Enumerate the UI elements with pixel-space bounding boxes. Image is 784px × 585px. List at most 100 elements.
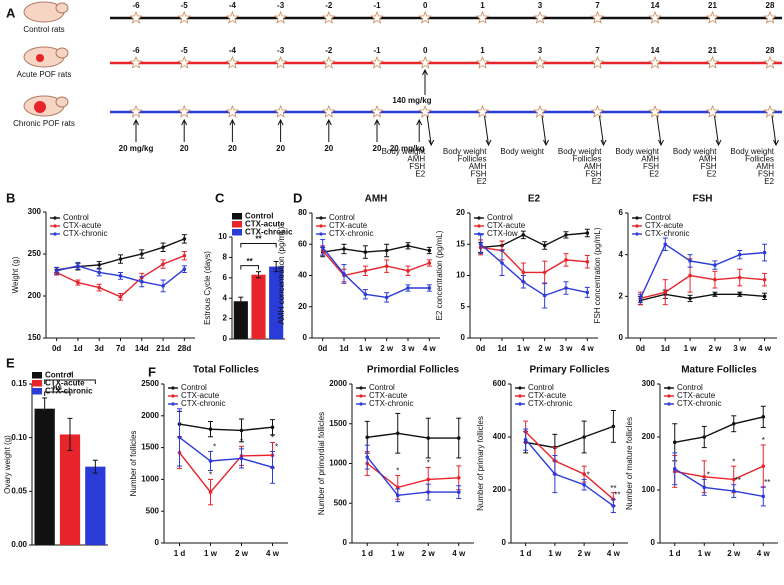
point	[426, 436, 431, 440]
legend-swatch	[635, 224, 639, 228]
dose-label: 20	[324, 144, 333, 153]
point	[702, 474, 707, 479]
legend-label: CTX-chronic	[63, 229, 107, 238]
panel-label: A	[6, 5, 16, 20]
point	[395, 493, 400, 498]
x-tick-label: 1 w	[548, 549, 562, 558]
point	[564, 286, 568, 290]
day-star	[763, 55, 777, 69]
point	[182, 267, 187, 271]
day-star	[533, 55, 547, 69]
y-axis-label: FSH concentration (pg/mL)	[593, 227, 602, 323]
day-label: -5	[181, 46, 189, 55]
y-tick-label: 0	[502, 538, 507, 547]
series-line	[178, 452, 273, 494]
measure-label: E2	[592, 177, 602, 186]
x-tick-label: 1 w	[517, 344, 531, 353]
legend-swatch	[319, 232, 323, 236]
point	[456, 436, 461, 440]
measure-label: E2	[415, 170, 425, 179]
arrow-head	[374, 118, 380, 126]
measure-label: Body weight	[730, 147, 774, 156]
point	[713, 292, 717, 297]
day-label: 1	[480, 1, 485, 10]
dose-label: 20 mg/kg	[119, 144, 154, 153]
measure-label: AMH	[407, 155, 425, 164]
day-label: 28	[766, 46, 775, 55]
day-label: 28	[766, 1, 775, 10]
point	[731, 421, 736, 426]
bracket	[44, 379, 96, 384]
x-tick-label: 0d	[636, 344, 645, 353]
y-tick-label: 1000	[141, 475, 159, 484]
legend-swatch	[32, 388, 42, 395]
day-label: 14	[651, 46, 660, 55]
day-label: 14	[651, 1, 660, 10]
legend-swatch	[171, 402, 175, 406]
y-axis-label: Estrous Cycle (days)	[203, 251, 212, 325]
dose-label: 20	[373, 144, 382, 153]
significance: *	[240, 437, 243, 446]
y-tick-label: 0	[651, 538, 656, 547]
x-tick-label: 7d	[116, 344, 125, 353]
day-label: -6	[132, 46, 140, 55]
day-star	[370, 55, 384, 69]
day-star	[273, 104, 288, 118]
measure-label: E2	[764, 177, 774, 186]
point	[76, 280, 80, 285]
legend-label: CTX-chronic	[181, 399, 225, 408]
legend-label: CTX-low	[487, 229, 518, 238]
significance: *	[213, 443, 216, 452]
day-star	[273, 55, 288, 69]
day-label: -5	[181, 1, 189, 10]
legend-swatch	[667, 386, 671, 390]
point	[363, 292, 368, 297]
series-line	[640, 293, 765, 302]
legend-swatch	[477, 224, 481, 228]
x-tick-label: 2 w	[708, 344, 722, 353]
point	[564, 233, 568, 237]
day-star	[225, 55, 240, 69]
point	[384, 295, 389, 300]
point	[762, 294, 767, 299]
significance: **	[610, 484, 616, 493]
series-line	[640, 274, 765, 300]
point	[406, 244, 410, 248]
x-tick-label: 1d	[339, 344, 348, 353]
point	[139, 252, 144, 256]
y-tick-label: 6	[619, 208, 624, 217]
series-line	[366, 462, 459, 489]
day-label: 1	[480, 46, 485, 55]
arrow	[541, 115, 547, 146]
panel-label: F	[148, 364, 156, 379]
day-star	[533, 104, 547, 118]
legend-label: CTX-chronic	[245, 228, 293, 237]
point	[395, 485, 400, 490]
y-axis-label: Ovary weight (g)	[3, 435, 12, 494]
legend-label: CTX-acute	[245, 220, 285, 229]
point	[731, 477, 736, 482]
day-star	[129, 55, 143, 69]
bracket	[240, 265, 259, 270]
series-line	[674, 465, 764, 481]
point	[585, 290, 590, 295]
y-tick-label: 0	[343, 538, 348, 547]
legend-swatch	[232, 229, 242, 236]
legend-label: Control	[245, 212, 273, 221]
arrow-head	[600, 139, 607, 147]
x-tick-label: 2 w	[235, 549, 249, 558]
day-label: -4	[229, 1, 237, 10]
y-tick-label: 4	[619, 250, 624, 259]
x-tick-label: 3d	[95, 344, 104, 353]
day-star	[177, 10, 191, 24]
legend-swatch	[477, 216, 481, 220]
point	[139, 279, 144, 284]
series-line	[674, 468, 764, 498]
legend-label: CTX-acute	[181, 391, 220, 400]
significance: *	[587, 471, 590, 480]
point	[208, 427, 213, 431]
legend-label: CTX-acute	[63, 221, 102, 230]
point	[521, 233, 526, 237]
group-label: Control rats	[23, 25, 64, 34]
